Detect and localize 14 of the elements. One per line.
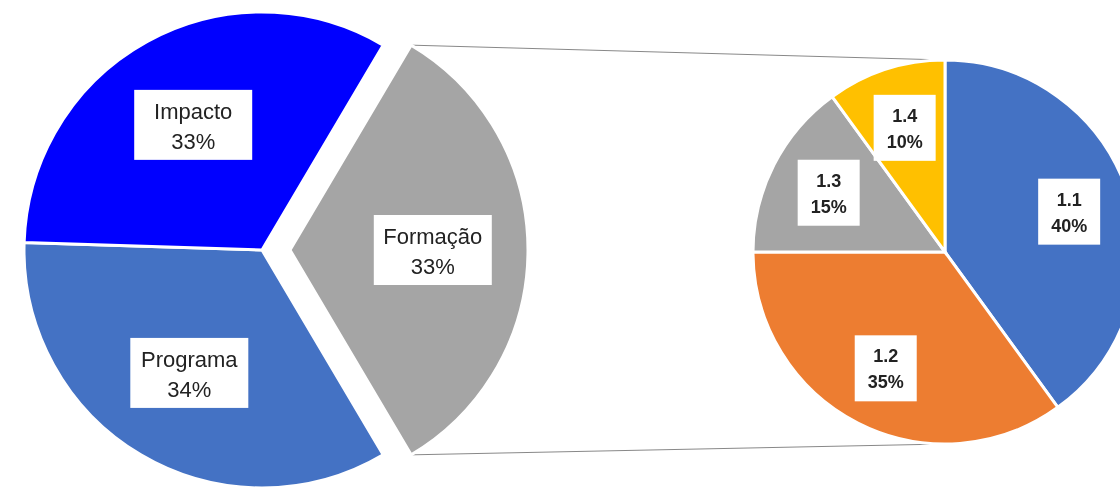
data-label: 15% [810,196,847,217]
data-label: 33% [410,254,455,279]
data-label: 35% [867,372,904,393]
slice-label: 1.3 [816,170,842,191]
data-label: 40% [1051,215,1088,236]
slice-label: 1.4 [892,105,918,126]
slice-label: Programa [141,346,239,372]
slice-label: Formação [383,224,483,249]
slice-label: 1.2 [873,346,899,367]
slice-label: Impacto [154,98,233,124]
data-label: 33% [171,128,216,154]
slice-label: 1.1 [1056,189,1082,210]
data-label: 10% [886,131,923,152]
data-label: 34% [167,376,212,402]
